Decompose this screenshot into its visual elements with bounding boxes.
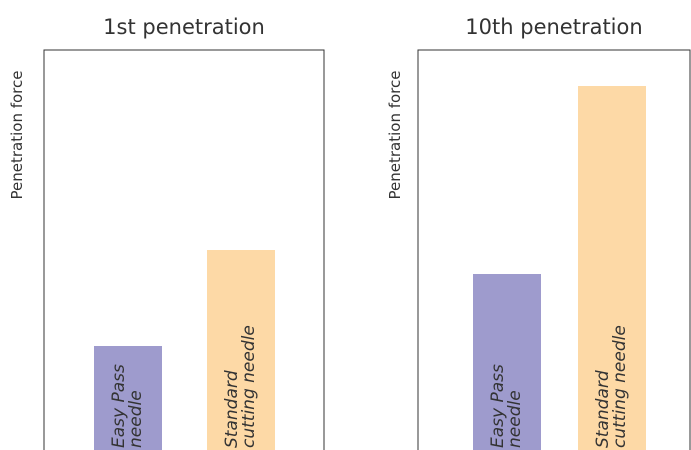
bar-label: Easy Passneedle	[109, 364, 146, 448]
bars-group: Easy Passneedle Standardcutting needle	[94, 250, 275, 450]
panel-10th-penetration: 10th penetration Penetration force Easy …	[386, 15, 691, 450]
panel-1st-penetration: 1st penetration Penetration force Easy P…	[8, 15, 325, 450]
bar-easy-pass-needle	[94, 346, 162, 450]
bar-label: Standardcutting needle	[222, 325, 259, 448]
chart-title: 1st penetration	[103, 15, 265, 39]
y-axis-label: Penetration force	[8, 71, 26, 200]
bar-standard-cutting-needle	[578, 86, 646, 450]
plot-frame	[43, 49, 325, 450]
bar-label: Standardcutting needle	[593, 325, 630, 448]
bar-label: Easy Passneedle	[488, 364, 525, 448]
chart-title: 10th penetration	[465, 15, 642, 39]
bars-group: Easy Passneedle Standardcutting needle	[473, 86, 646, 450]
y-axis-label: Penetration force	[386, 71, 404, 200]
bar-standard-cutting-needle	[207, 250, 275, 450]
plot-frame	[417, 49, 691, 450]
bar-easy-pass-needle	[473, 274, 541, 450]
